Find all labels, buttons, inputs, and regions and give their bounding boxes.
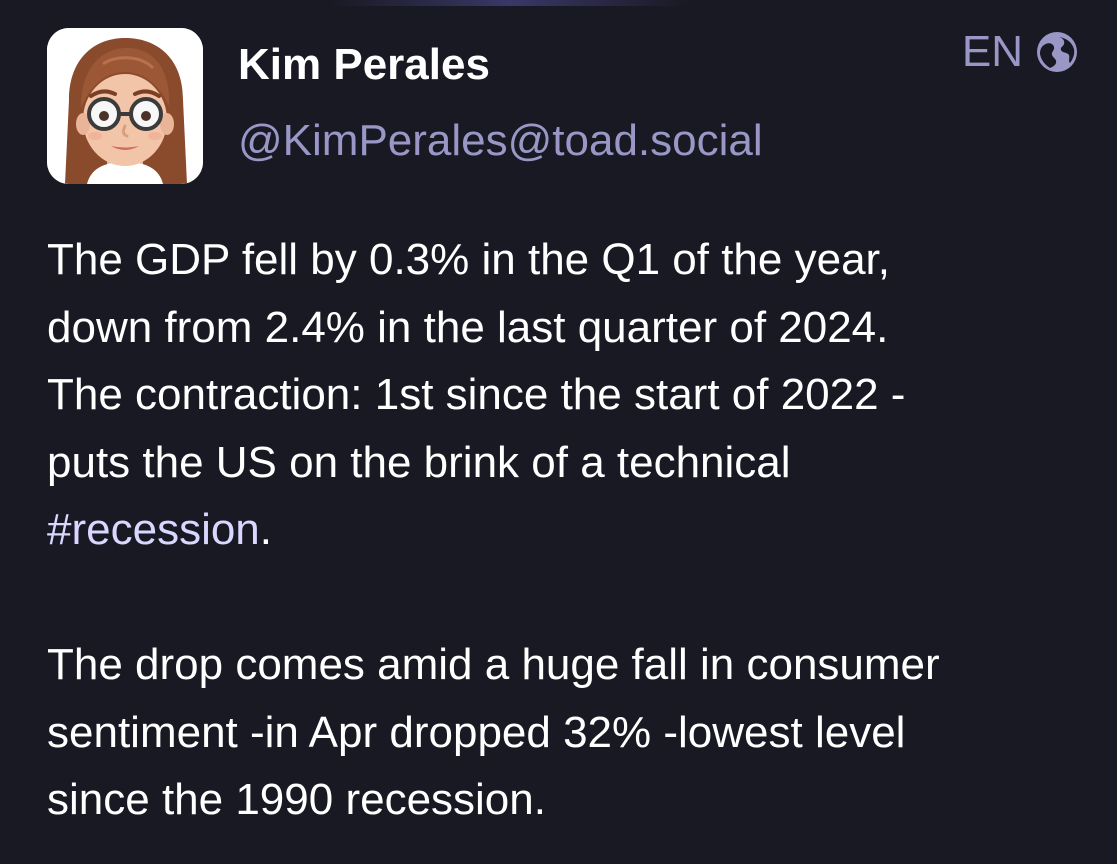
status-line: down from 2.4% in the last quarter of 20…	[47, 302, 889, 352]
status-meta: EN	[962, 30, 1079, 74]
memoji-avatar-icon	[47, 28, 203, 184]
status-line: sentiment -in Apr dropped 32% -lowest le…	[47, 707, 906, 757]
sentence-end: .	[259, 505, 273, 554]
display-name[interactable]: Kim Perales	[238, 40, 490, 89]
globe-icon[interactable]	[1035, 30, 1079, 74]
status-paragraph: The GDP fell by 0.3% in the Q1 of the ye…	[47, 226, 1097, 564]
status-line: The drop comes amid a huge fall in consu…	[47, 640, 940, 689]
account-handle[interactable]: @KimPerales@toad.social	[238, 116, 763, 165]
hashtag-link-recession[interactable]: #recession	[47, 505, 260, 554]
avatar[interactable]	[47, 28, 203, 184]
status-line: puts the US on the brink of a technical	[47, 437, 791, 487]
status-paragraph: The drop comes amid a huge fall in consu…	[47, 631, 1097, 834]
top-edge-glow	[330, 0, 690, 6]
status-line: since the 1990 recession.	[47, 775, 546, 824]
status-line: #recession.	[47, 496, 1097, 564]
status-content: The GDP fell by 0.3% in the Q1 of the ye…	[47, 226, 1097, 834]
status-line: The GDP fell by 0.3% in the Q1 of the ye…	[47, 235, 890, 284]
language-tag: EN	[961, 27, 1023, 76]
status-line: The contraction: 1st since the start of …	[47, 370, 906, 419]
